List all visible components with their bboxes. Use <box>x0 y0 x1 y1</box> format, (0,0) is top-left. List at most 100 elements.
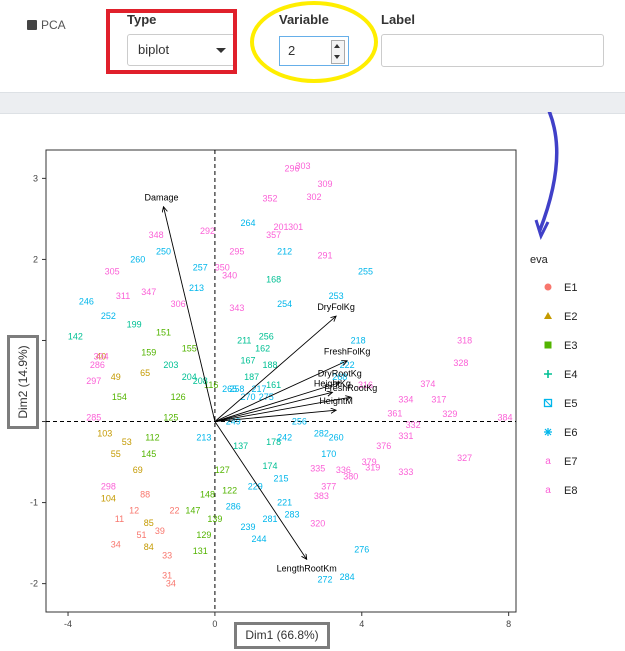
point-label: 187 <box>244 372 259 382</box>
legend-label: E6 <box>564 427 577 439</box>
point-label: 217 <box>251 384 266 394</box>
vector-label: FreshFolKg <box>324 347 371 357</box>
point-label: 376 <box>376 441 391 451</box>
point-label: 155 <box>182 344 197 354</box>
point-label: 49 <box>111 372 121 382</box>
legend-marker-asterisk <box>544 428 552 436</box>
point-label: 275 <box>259 392 274 402</box>
point-label: 142 <box>68 331 83 341</box>
point-label: 352 <box>262 194 277 204</box>
point-label: 147 <box>185 506 200 516</box>
label-input[interactable] <box>381 34 604 67</box>
point-label: 39 <box>155 526 165 536</box>
chevron-down-icon <box>216 48 226 53</box>
point-label: 116 <box>204 380 218 390</box>
point-label: 320 <box>310 519 325 529</box>
loading-vector <box>214 383 340 422</box>
point-label: 242 <box>277 433 292 443</box>
point-label: 221 <box>277 498 292 508</box>
legend-label: E4 <box>564 369 577 381</box>
legend-marker-circle <box>544 283 552 291</box>
point-label: 272 <box>318 575 333 585</box>
legend-title: eva <box>530 254 549 266</box>
point-label: 309 <box>318 179 333 189</box>
point-label: 316 <box>358 380 373 390</box>
point-label: 303 <box>296 161 311 171</box>
point-label: 334 <box>398 395 413 405</box>
pca-tab-label: PCA <box>41 18 66 32</box>
loading-vector <box>214 397 351 422</box>
point-label: 328 <box>453 358 468 368</box>
point-label: 218 <box>351 335 366 345</box>
point-label: 380 <box>343 472 358 482</box>
point-label: 361 <box>387 408 402 418</box>
point-label: 304 <box>94 352 109 362</box>
point-label: 129 <box>196 530 211 540</box>
point-label: 208 <box>193 376 208 386</box>
point-label: 317 <box>431 395 446 405</box>
point-label: 283 <box>285 510 300 520</box>
point-label: 148 <box>200 489 215 499</box>
point-label: 85 <box>144 518 154 528</box>
point-label: 305 <box>105 267 120 277</box>
point-label: 254 <box>277 299 292 309</box>
point-label: 199 <box>127 319 142 329</box>
y-tick-label: -2 <box>30 579 38 589</box>
vector-label: Damage <box>144 193 178 203</box>
point-label: 84 <box>144 542 154 552</box>
point-label: 162 <box>255 344 270 354</box>
y-axis-label-box: Dim2 (14.9%) <box>7 335 39 429</box>
point-label: 311 <box>116 291 130 301</box>
point-label: 145 <box>141 449 156 459</box>
point-label: 302 <box>307 192 322 202</box>
legend-marker-letter: a <box>545 456 551 467</box>
point-label: 298 <box>101 481 116 491</box>
point-label: 270 <box>240 392 255 402</box>
point-label: 34 <box>111 540 121 550</box>
point-label: 377 <box>321 481 336 491</box>
x-tick-label: -4 <box>64 619 72 629</box>
vector-label: FreshRootKg <box>324 383 377 393</box>
vector-label: HeightM <box>319 396 353 406</box>
book-icon <box>27 20 37 30</box>
x-axis-label-box: Dim1 (66.8%) <box>234 622 330 649</box>
x-tick-label: 8 <box>506 619 511 629</box>
point-label: 253 <box>329 291 344 301</box>
plot-panel <box>45 149 517 613</box>
point-label: 286 <box>226 502 241 512</box>
vector-label: HeightKg <box>314 378 351 388</box>
point-label: 112 <box>145 433 159 443</box>
point-label: 255 <box>358 267 373 277</box>
point-label: 103 <box>97 429 112 439</box>
point-label: 122 <box>222 485 237 495</box>
point-label: 239 <box>240 522 255 532</box>
point-label: 174 <box>262 461 277 471</box>
point-label: 318 <box>457 335 472 345</box>
point-label: 343 <box>229 303 244 313</box>
legend-label: E3 <box>564 340 577 352</box>
point-label: 55 <box>111 449 121 459</box>
pca-tab[interactable]: PCA <box>27 18 66 32</box>
vector-label: DryFolKg <box>317 302 355 312</box>
legend-label: E2 <box>564 311 577 323</box>
point-label: 384 <box>497 412 512 422</box>
point-label: 53 <box>122 437 132 447</box>
point-label: 327 <box>457 453 472 463</box>
point-label: 249 <box>226 417 241 427</box>
point-label: 295 <box>229 246 244 256</box>
vector-label: DryRootKg <box>318 369 362 379</box>
separator-band <box>0 92 625 114</box>
point-label: 33 <box>162 550 172 560</box>
point-label: 265 <box>222 384 237 394</box>
point-label: 12 <box>129 506 139 516</box>
point-label: 291 <box>318 250 333 260</box>
point-label: 69 <box>133 465 143 475</box>
point-label: 260 <box>329 433 344 443</box>
point-label: 188 <box>262 360 277 370</box>
loading-vector <box>214 361 347 422</box>
legend-label: E7 <box>564 456 577 468</box>
point-label: 281 <box>262 514 277 524</box>
point-label: 137 <box>233 441 248 451</box>
point-label: 125 <box>163 412 178 422</box>
point-label: 252 <box>101 311 116 321</box>
